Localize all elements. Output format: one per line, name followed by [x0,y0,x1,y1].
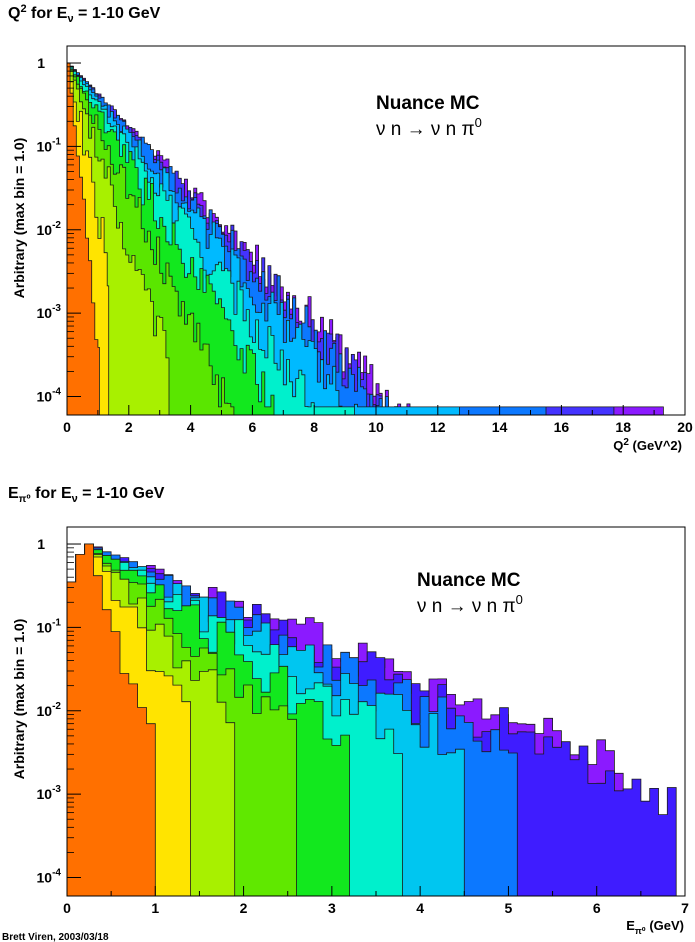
epi0-y-axis-label: Arbitrary (max bin = 1.0) [11,619,27,780]
epi0-y-tick-label: 10-3 [37,784,62,802]
epi0-x-axis-label: Eπ⁰ (GeV) [626,918,684,936]
q2-panel: Q2 for Eν = 1-10 GeV 0 2 4 6 8 10 12 14 16 18 20 1… [8,3,693,453]
epi0-x-tick-label: 1 [151,900,159,916]
epi0-x-tick-label: 2 [240,900,248,916]
q2-y-tick-label: 10-3 [37,303,62,321]
epi0-y-tick-label: 1 [37,536,45,552]
epi0-x-tick-label: 3 [328,900,336,916]
q2-x-tick-label: 20 [677,419,693,435]
q2-annotation-title: Nuance MC [376,93,480,114]
epi0-annotation-title: Nuance MC [417,570,521,591]
q2-y-ticks: 1 10-1 10-2 10-3 10-4 [37,55,81,405]
q2-x-tick-label: 10 [368,419,384,435]
epi0-histograms [66,543,677,897]
q2-y-tick-label: 10-4 [37,387,62,405]
q2-y-tick-label: 10-2 [37,220,62,238]
q2-x-tick-label: 4 [187,419,195,435]
epi0-y-tick-label: 10-4 [37,868,62,886]
q2-histograms [66,62,664,416]
epi0-annotation-reaction: ν n → ν n π0 [417,592,523,617]
q2-y-tick-label: 10-1 [37,136,62,154]
author-credit: Brett Viren, 2003/03/18 [2,932,109,942]
epi0-y-ticks: 1 10-1 10-2 10-3 10-4 [37,536,81,886]
epi0-x-tick-label: 4 [416,900,424,916]
q2-x-ticks: 0 2 4 6 8 10 12 14 16 18 20 [63,405,693,435]
epi0-y-tick-label: 10-1 [37,617,62,635]
epi0-panel-title: Eπ⁰ for Eν = 1-10 GeV [8,485,165,505]
epi0-y-tick-label: 10-2 [37,701,62,719]
epi0-x-ticks: 0 1 2 3 4 5 6 7 [63,886,689,916]
q2-x-tick-label: 6 [249,419,257,435]
q2-y-tick-label: 1 [37,55,45,71]
q2-x-tick-label: 0 [63,419,71,435]
q2-x-tick-label: 14 [492,419,508,435]
q2-x-tick-label: 2 [125,419,133,435]
q2-x-tick-label: 18 [615,419,631,435]
epi0-panel: Eπ⁰ for Eν = 1-10 GeV 0 1 2 3 4 5 6 7 1 10-1 10-2… [8,485,689,936]
q2-y-axis-label: Arbitrary (max bin = 1.0) [11,138,27,299]
q2-panel-title: Q2 for Eν = 1-10 GeV [8,3,161,25]
epi0-x-tick-label: 5 [505,900,513,916]
q2-x-tick-label: 8 [310,419,318,435]
epi0-x-tick-label: 6 [593,900,601,916]
q2-annotation-reaction: ν n → ν n π0 [376,115,482,140]
epi0-x-tick-label: 0 [63,900,71,916]
epi0-x-tick-label: 7 [681,900,689,916]
epi0-series-10 [66,543,156,897]
q2-series-10 [66,62,100,416]
q2-x-axis-label: Q2 (GeV^2) [613,437,682,453]
q2-x-tick-label: 16 [554,419,570,435]
q2-x-tick-label: 12 [430,419,446,435]
